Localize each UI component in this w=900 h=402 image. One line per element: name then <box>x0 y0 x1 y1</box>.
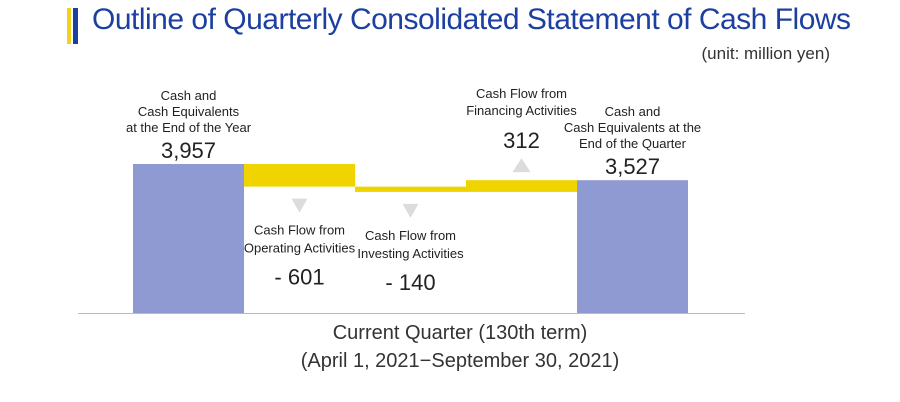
category-label-4-2: End of the Quarter <box>579 136 687 151</box>
category-label-0-0: Cash and <box>161 88 217 103</box>
data-label-0: 3,957 <box>161 138 216 163</box>
category-label-1-0: Cash Flow from <box>254 223 345 238</box>
title-accent-yellow <box>67 8 71 44</box>
page-title: Outline of Quarterly Consolidated Statem… <box>92 3 851 36</box>
arrow-up-icon <box>512 158 531 173</box>
data-label-3: 312 <box>503 128 540 153</box>
unit-label: (unit: million yen) <box>701 44 831 63</box>
category-label-2-0: Cash Flow from <box>365 228 456 243</box>
period-caption-line2: (April 1, 2021−September 30, 2021) <box>300 350 620 372</box>
arrow-down-icon <box>291 198 308 213</box>
category-label-3-0: Cash Flow from <box>476 86 567 101</box>
bar-flow-3 <box>466 180 577 192</box>
period-caption-line1: Current Quarter (130th term) <box>332 322 588 344</box>
data-label-2: - 140 <box>385 270 435 295</box>
title-accent-blue <box>73 8 78 44</box>
category-label-4-0: Cash and <box>605 104 661 119</box>
bar-total-0 <box>133 164 244 313</box>
category-label-4-1: Cash Equivalents at the <box>564 120 701 135</box>
category-label-0-2: at the End of the Year <box>126 120 252 135</box>
data-label-1: - 601 <box>274 265 324 290</box>
category-label-2-1: Investing Activities <box>357 246 464 261</box>
data-label-4: 3,527 <box>605 154 660 179</box>
bar-total-4 <box>577 180 688 313</box>
category-label-0-1: Cash Equivalents <box>138 104 240 119</box>
title-accent-bar <box>67 8 78 44</box>
bar-flow-1 <box>244 164 355 187</box>
arrow-down-icon <box>402 203 419 218</box>
category-label-3-1: Financing Activities <box>466 103 577 118</box>
bar-flow-2 <box>355 186 466 192</box>
category-label-1-1: Operating Activities <box>244 241 356 256</box>
